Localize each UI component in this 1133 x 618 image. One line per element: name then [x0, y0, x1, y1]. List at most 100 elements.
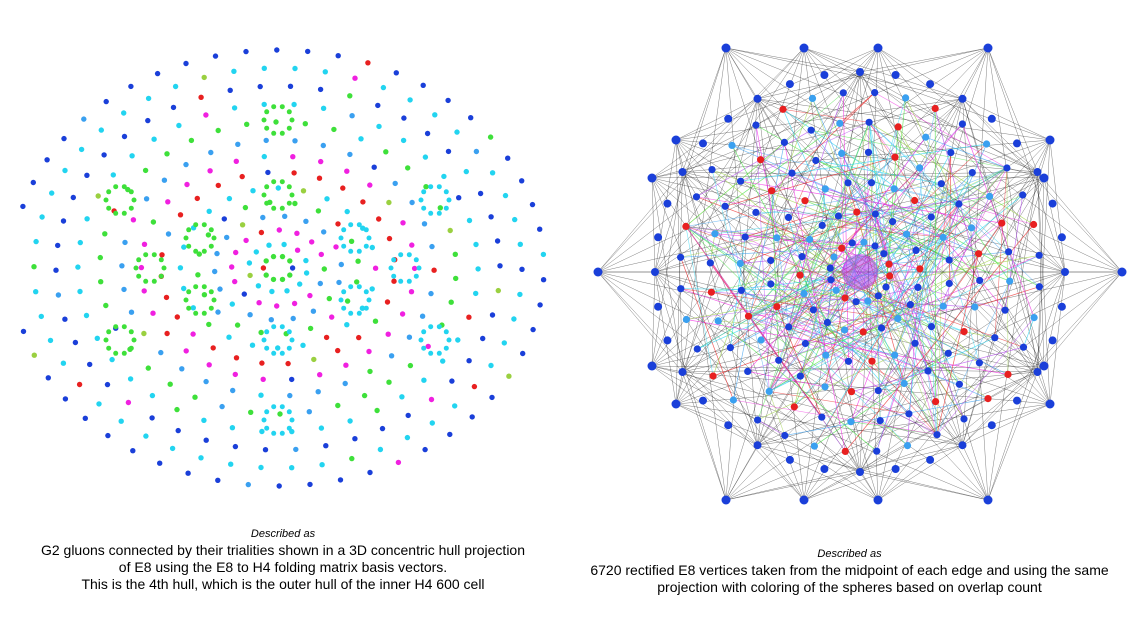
vertex-sphere: [798, 253, 806, 261]
edge-line: [842, 92, 849, 362]
cluster-ring-dot: [348, 222, 354, 228]
cluster-ring-dot: [289, 337, 295, 343]
edge-line: [675, 371, 683, 405]
edge-line: [859, 47, 989, 73]
edge-line: [897, 203, 960, 319]
particle-dot: [208, 149, 214, 156]
edge-line: [1043, 177, 1066, 273]
particle-dot: [317, 372, 323, 378]
particle-dot: [259, 428, 265, 435]
edge-line: [859, 471, 989, 501]
particle-dot: [405, 165, 411, 171]
particle-dot: [409, 199, 415, 206]
particle-dot: [437, 205, 443, 211]
particle-dot: [365, 60, 371, 66]
edge-line: [740, 260, 771, 264]
particle-dot: [141, 241, 148, 247]
particle-dot: [359, 305, 366, 311]
edge-line: [897, 318, 965, 420]
edge-line: [784, 398, 989, 436]
cluster-ring-dot: [106, 329, 112, 335]
edge-line: [760, 256, 803, 341]
particle-dot: [369, 286, 375, 292]
edge-line: [597, 271, 861, 473]
cluster-ring-dot: [264, 329, 270, 335]
edge-line: [987, 271, 1066, 501]
particle-dot: [512, 216, 518, 223]
edge-line: [654, 271, 879, 501]
edge-line: [696, 196, 810, 240]
cluster-ring-dot: [421, 345, 427, 351]
particle-dot: [347, 418, 353, 424]
edge-line: [782, 109, 915, 201]
edge-line: [877, 47, 963, 446]
edge-line: [675, 271, 1066, 405]
cluster-ring-dot: [348, 248, 354, 254]
particle-dot: [260, 265, 267, 271]
particle-dot: [399, 311, 406, 317]
edge-line: [1049, 271, 1066, 405]
particle-dot: [488, 362, 494, 369]
edge-line: [906, 234, 938, 435]
edge-line: [654, 271, 727, 501]
vertex-sphere: [737, 177, 745, 185]
edge-line: [788, 326, 905, 384]
edge-line: [962, 445, 989, 501]
vertex-sphere: [818, 413, 826, 421]
particle-dot: [217, 286, 223, 292]
particle-dot: [207, 168, 213, 174]
cluster-ring-dot: [443, 345, 449, 351]
edge-line: [1037, 139, 1051, 173]
cluster-ring-dot: [443, 189, 449, 195]
edge-line: [769, 327, 882, 392]
particle-dot: [477, 190, 484, 197]
vertex-sphere: [780, 138, 788, 146]
particle-dot: [96, 401, 102, 407]
edge-line: [868, 122, 932, 218]
vertex-sphere: [741, 233, 749, 241]
particle-dot: [401, 115, 407, 121]
particle-dot: [39, 214, 45, 220]
edge-line: [788, 143, 987, 328]
particle-dot: [246, 260, 253, 266]
particle-dot: [409, 242, 415, 248]
vertex-sphere: [729, 396, 737, 404]
particle-dot: [305, 48, 311, 55]
particle-dot: [505, 155, 511, 161]
vertex-sphere: [753, 94, 762, 103]
cluster-ring-dot: [279, 404, 285, 410]
particle-dot: [335, 347, 341, 354]
particle-dot: [344, 208, 350, 215]
vertex-sphere: [678, 368, 687, 376]
edge-line: [994, 167, 1008, 338]
vertex-sphere: [788, 169, 796, 177]
particle-dot: [290, 315, 296, 322]
edge-line: [804, 200, 876, 215]
edge-line: [597, 271, 758, 446]
vertex-sphere: [906, 301, 914, 309]
particle-dot: [520, 350, 526, 357]
vertex-sphere: [1057, 233, 1066, 242]
particle-dot: [456, 195, 462, 201]
particle-dot: [429, 420, 435, 426]
cluster-ring-dot: [338, 235, 344, 241]
vertex-sphere: [891, 351, 899, 359]
cluster-ring-dot: [341, 243, 347, 249]
edge-line: [724, 206, 770, 392]
particle-dot: [103, 98, 109, 105]
particle-dot: [475, 266, 481, 272]
vertex-sphere: [911, 339, 919, 347]
particle-dot: [302, 121, 308, 127]
particle-dot: [121, 286, 127, 293]
vertex-sphere: [900, 379, 908, 388]
particle-dot: [47, 337, 54, 344]
cluster-ring-dot: [428, 210, 434, 216]
particle-dot: [318, 158, 324, 165]
particle-dot: [212, 268, 218, 275]
vertex-sphere: [874, 387, 882, 395]
vertex-sphere: [1003, 164, 1011, 172]
particle-dot: [103, 302, 109, 309]
cluster-ring-dot: [406, 278, 412, 284]
particle-dot: [183, 348, 189, 354]
particle-dot: [201, 292, 208, 298]
